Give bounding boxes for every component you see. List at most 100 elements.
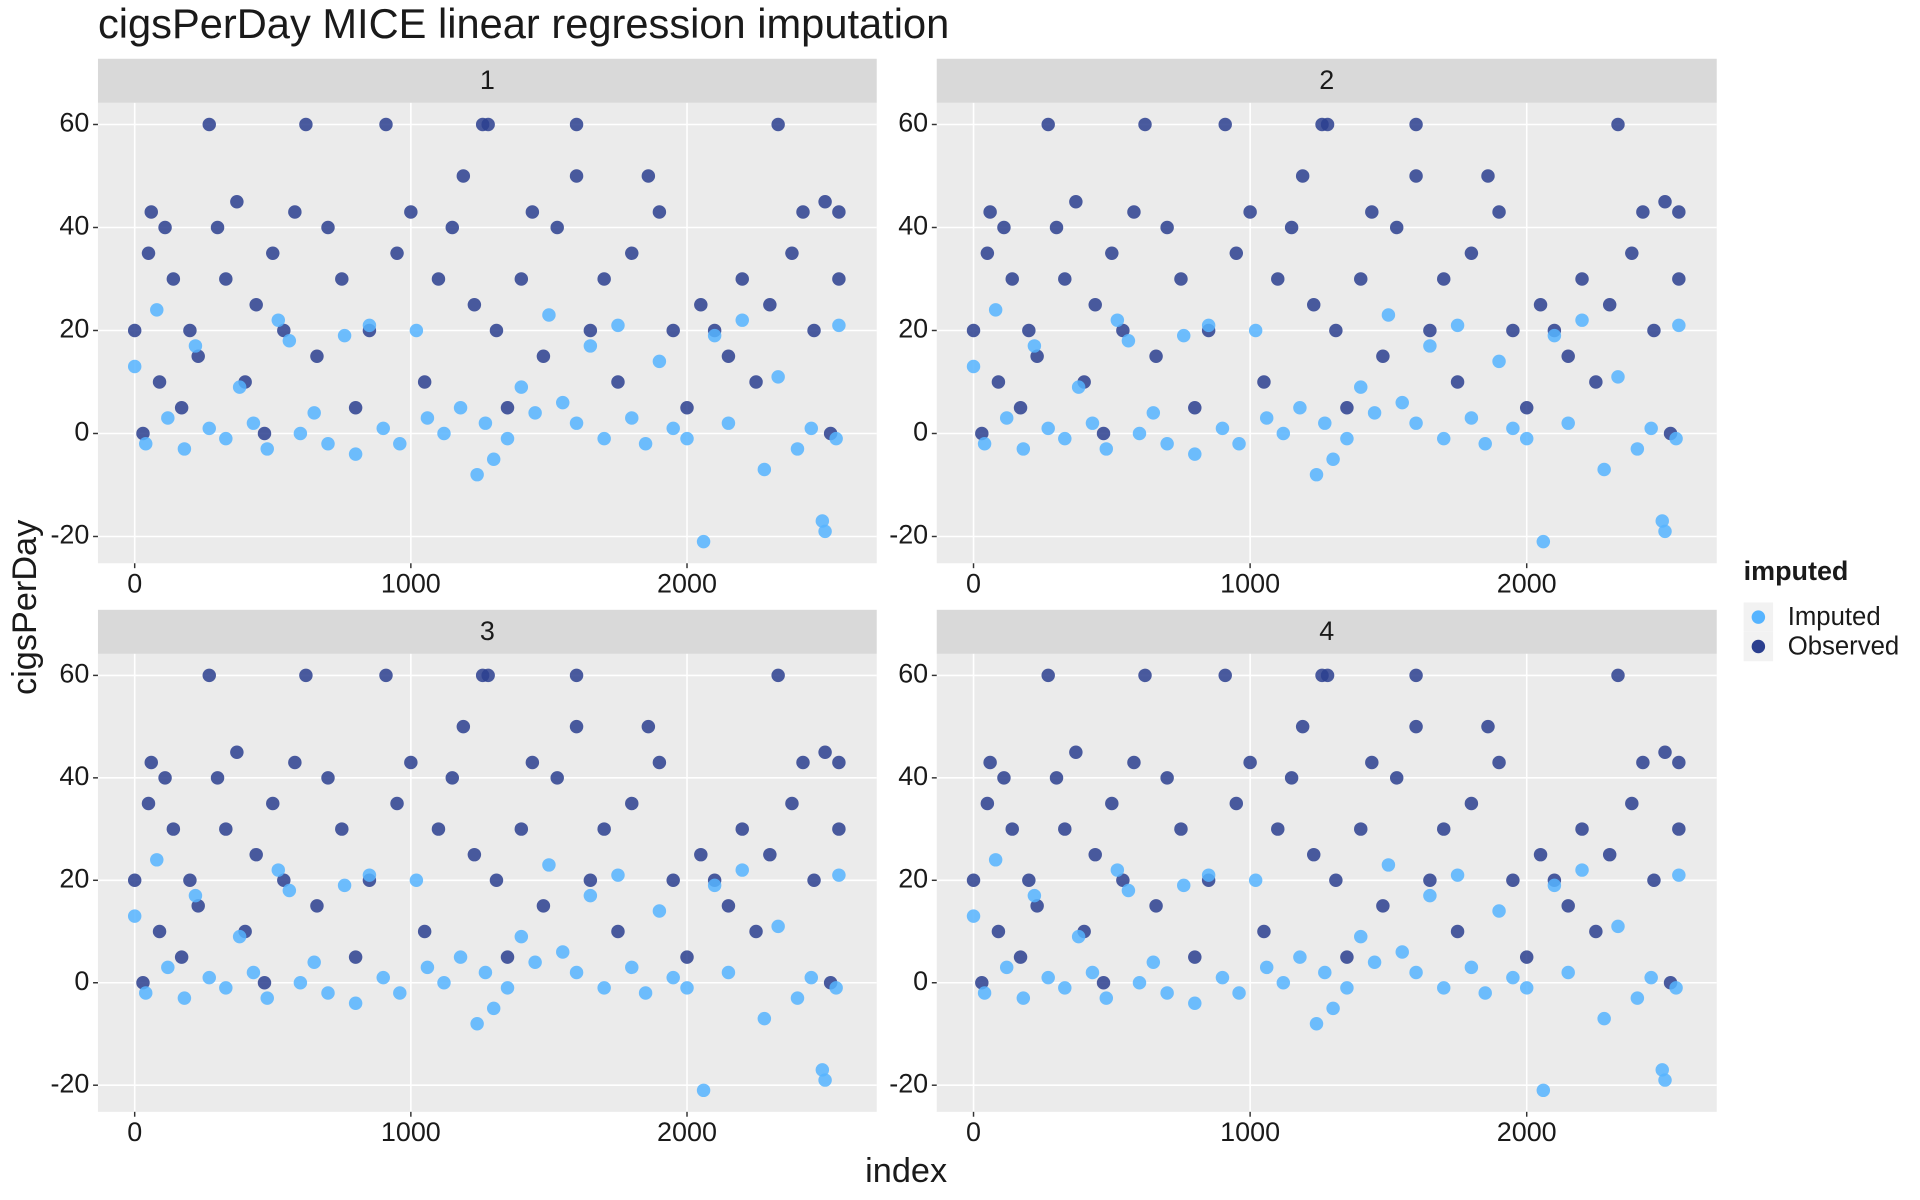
data-point xyxy=(1041,668,1055,683)
legend-marker xyxy=(1751,610,1766,624)
data-point xyxy=(988,853,1003,867)
data-point xyxy=(362,868,377,882)
data-point xyxy=(150,853,164,867)
data-point xyxy=(1284,771,1299,785)
data-point xyxy=(1561,416,1575,430)
data-point xyxy=(293,976,308,990)
data-point xyxy=(335,822,349,836)
data-point xyxy=(815,1063,830,1077)
data-point xyxy=(771,668,785,683)
data-point xyxy=(1085,416,1100,430)
data-point xyxy=(379,668,393,683)
plot-background xyxy=(936,102,1717,564)
data-point xyxy=(550,220,564,235)
data-point xyxy=(1085,965,1100,980)
data-point xyxy=(1672,272,1686,286)
data-point xyxy=(177,991,192,1005)
x-tick-label: 1000 xyxy=(381,568,441,598)
data-point xyxy=(666,421,680,436)
data-point xyxy=(1309,1016,1324,1031)
data-point xyxy=(721,899,736,913)
data-point xyxy=(696,1083,711,1098)
data-point xyxy=(536,899,551,913)
data-point xyxy=(293,426,308,441)
data-point xyxy=(536,349,551,363)
legend-title: imputed xyxy=(1744,556,1849,586)
data-point xyxy=(1423,323,1437,338)
data-point xyxy=(230,745,244,759)
data-point xyxy=(1611,668,1625,683)
data-point xyxy=(1367,406,1382,420)
data-point xyxy=(1478,437,1492,451)
data-point xyxy=(409,323,424,338)
data-point xyxy=(260,442,274,456)
data-point xyxy=(230,195,244,209)
data-point xyxy=(1110,863,1125,877)
data-point xyxy=(266,246,280,260)
data-point xyxy=(1248,873,1263,888)
data-point xyxy=(999,960,1014,975)
data-point xyxy=(528,955,542,969)
data-point xyxy=(1381,308,1396,322)
data-point xyxy=(1367,955,1382,969)
data-point xyxy=(757,1011,772,1026)
data-point xyxy=(139,986,153,1000)
data-point xyxy=(1481,719,1495,734)
data-point xyxy=(1069,195,1083,209)
data-point xyxy=(1229,796,1244,811)
data-point xyxy=(1320,668,1335,683)
data-point xyxy=(1232,986,1246,1000)
data-point xyxy=(1215,421,1230,436)
data-point xyxy=(1318,965,1332,980)
data-point xyxy=(188,888,203,903)
data-point xyxy=(1013,401,1028,415)
chart-title: cigsPerDay MICE linear regression imputa… xyxy=(98,0,949,47)
data-point xyxy=(456,169,471,183)
data-point xyxy=(735,863,749,877)
data-point xyxy=(1340,431,1354,446)
data-point xyxy=(404,205,418,219)
data-point xyxy=(1519,981,1534,995)
data-point xyxy=(174,401,189,415)
data-point xyxy=(1146,406,1161,420)
data-point xyxy=(1127,205,1141,219)
data-point xyxy=(1575,272,1589,286)
data-point xyxy=(431,822,446,836)
data-point xyxy=(321,220,335,235)
data-point xyxy=(1188,950,1202,964)
data-point xyxy=(257,976,272,990)
data-point xyxy=(1243,205,1257,219)
x-tick-label: 0 xyxy=(966,1117,981,1147)
data-point xyxy=(489,873,504,888)
data-point xyxy=(348,447,363,461)
data-point xyxy=(1340,401,1354,415)
panel-strip xyxy=(936,58,1717,103)
data-point xyxy=(829,431,843,446)
data-point xyxy=(1276,976,1291,990)
data-point xyxy=(376,421,390,436)
x-tick-label: 2000 xyxy=(1497,568,1557,598)
data-point xyxy=(757,462,772,477)
data-point xyxy=(127,359,142,374)
data-point xyxy=(1058,981,1072,995)
data-point xyxy=(980,796,995,811)
data-point xyxy=(1160,771,1174,785)
data-point xyxy=(611,375,625,389)
panel-label: 3 xyxy=(480,616,495,646)
data-point xyxy=(1293,401,1307,415)
data-point xyxy=(832,868,846,882)
data-point xyxy=(707,328,722,343)
data-point xyxy=(641,719,656,734)
data-point xyxy=(1005,272,1019,286)
data-point xyxy=(337,878,352,893)
data-point xyxy=(807,323,821,338)
y-tick-label: 40 xyxy=(59,211,89,241)
data-point xyxy=(525,755,540,770)
data-point xyxy=(393,437,407,451)
data-point xyxy=(1058,272,1072,286)
y-tick-label: 20 xyxy=(59,863,89,893)
data-point xyxy=(489,323,504,338)
data-point xyxy=(420,960,435,975)
data-point xyxy=(144,205,158,219)
data-point xyxy=(1575,822,1589,836)
